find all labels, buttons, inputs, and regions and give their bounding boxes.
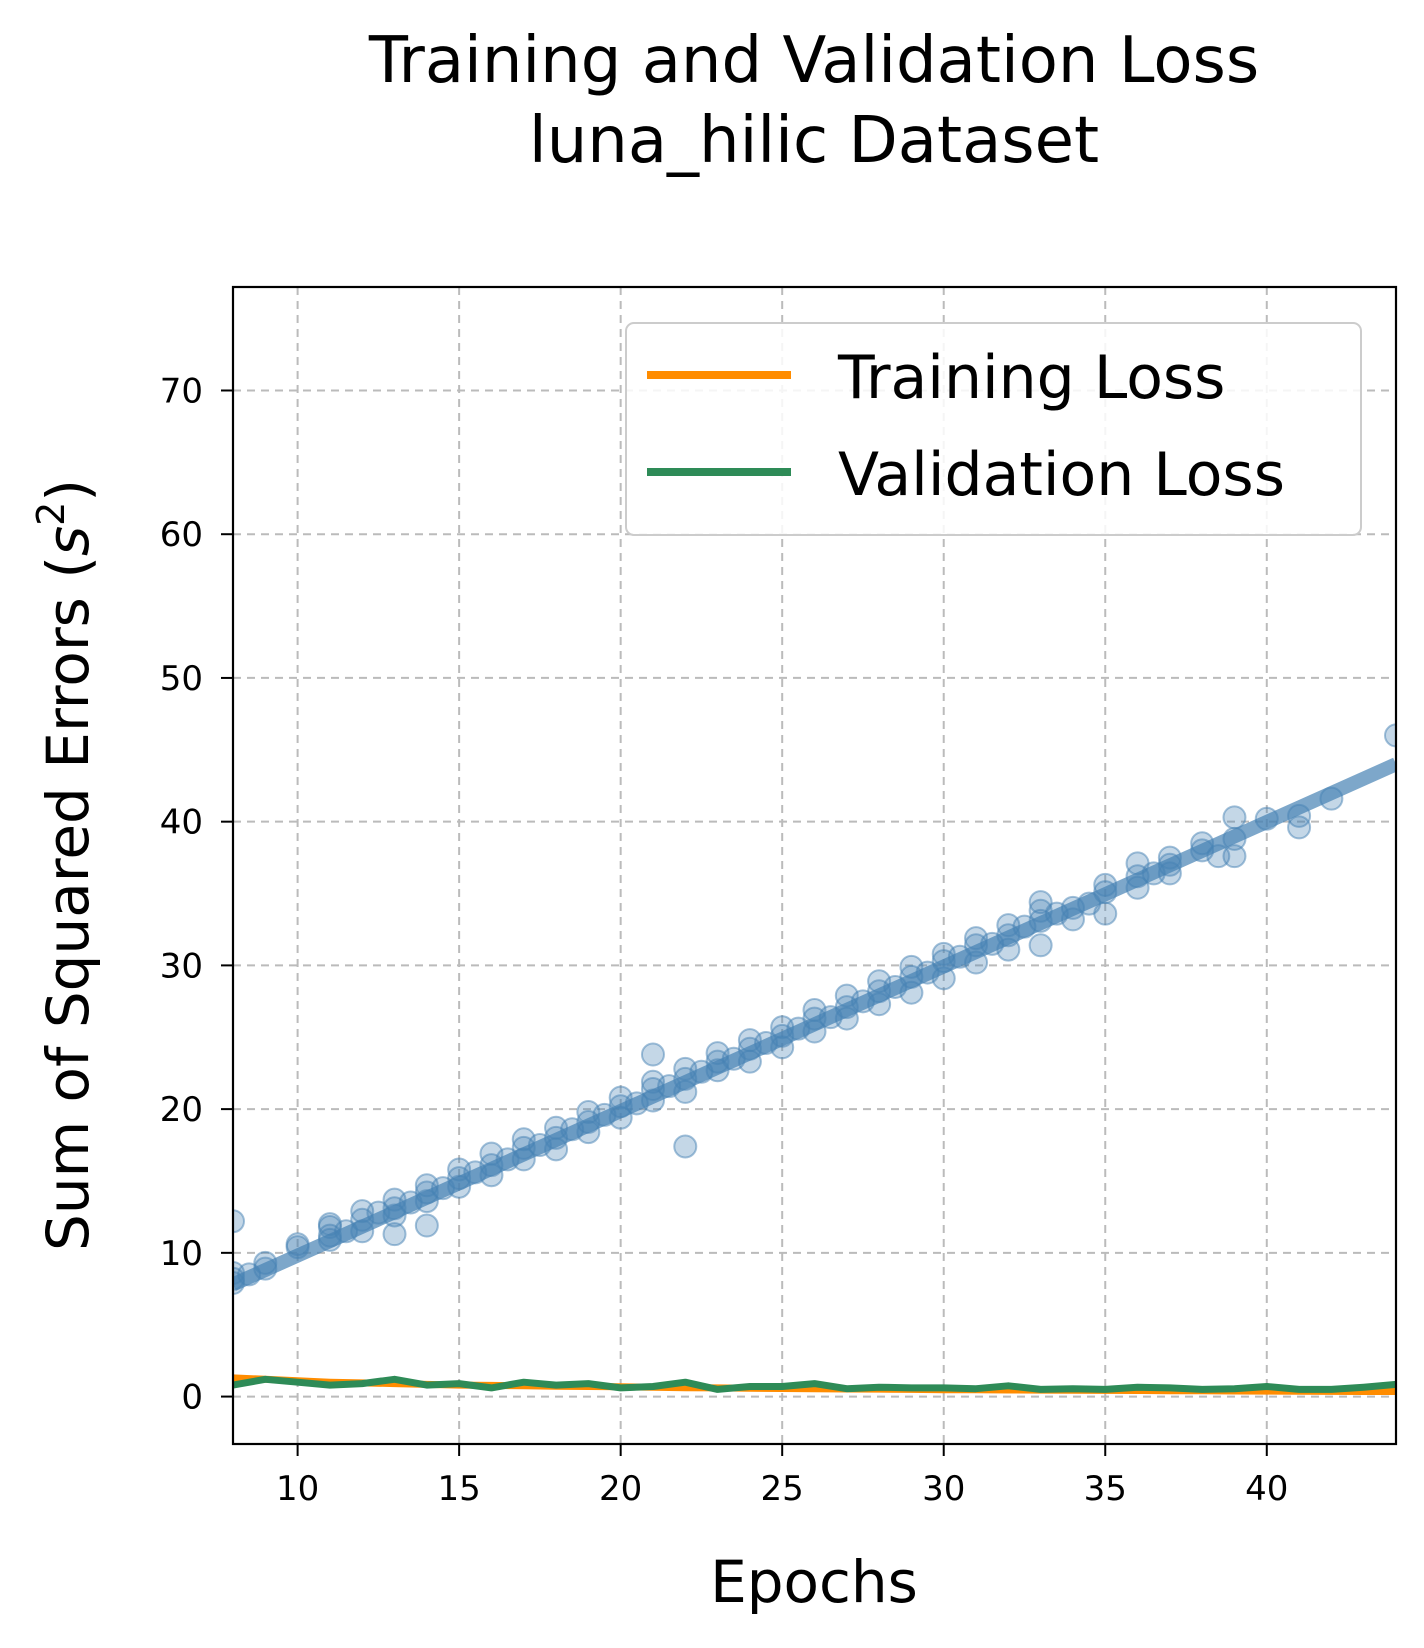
scatter-point [1287, 815, 1312, 840]
scatter-point [1028, 933, 1053, 958]
y-tick-label: 60 [160, 515, 203, 555]
chart-title: Training and Validation Loss [368, 24, 1259, 98]
legend: Training Loss Validation Loss [625, 322, 1362, 536]
y-axis-label-main: Sum of Squared Errors ( [34, 556, 102, 1251]
y-tick-label: 20 [160, 1090, 203, 1130]
x-tick-label: 10 [276, 1469, 319, 1509]
scatter-point [1093, 901, 1118, 926]
y-tick-label: 30 [160, 946, 203, 986]
plot-area [233, 723, 1396, 1395]
x-tick-label: 35 [1084, 1469, 1127, 1509]
scatter-point [640, 1042, 665, 1067]
y-axis-label-var: s [34, 526, 102, 556]
axis-ticks: 10 15 20 25 30 35 40 0 10 20 30 40 50 60 70 [160, 371, 1289, 1509]
y-axis-label-close: ) [34, 479, 102, 502]
scatter-point [1222, 805, 1247, 830]
chart-subtitle: luna_hilic Dataset [529, 104, 1099, 178]
y-tick-label: 40 [160, 803, 203, 843]
y-axis-label-sup: 2 [29, 502, 73, 526]
x-axis-label: Epochs [710, 1548, 918, 1616]
x-tick-label: 25 [761, 1469, 804, 1509]
y-tick-label: 10 [160, 1234, 203, 1274]
scatter-point [382, 1222, 407, 1247]
x-tick-label: 15 [438, 1469, 481, 1509]
y-tick-label: 0 [181, 1378, 203, 1418]
x-tick-label: 40 [1245, 1469, 1288, 1509]
y-tick-label: 70 [160, 371, 203, 411]
x-tick-label: 20 [599, 1469, 642, 1509]
scatter-point [1384, 723, 1396, 748]
y-tick-label: 50 [160, 659, 203, 699]
scatter-point [673, 1134, 698, 1159]
regression-line [233, 757, 1396, 1291]
x-tick-label: 30 [922, 1469, 965, 1509]
scatter-point [233, 1209, 245, 1234]
scatter-point [1028, 890, 1053, 915]
grid [233, 287, 1396, 1444]
legend-box [625, 322, 1362, 536]
legend-label-training: Training Loss [837, 343, 1225, 413]
plot-frame [231, 285, 1398, 1446]
validation-loss-line [233, 1375, 1396, 1393]
scatter-point [414, 1213, 439, 1238]
scatter-point [1222, 844, 1247, 869]
legend-label-validation: Validation Loss [838, 440, 1285, 510]
y-axis-label: Sum of Squared Errors (s2) [29, 479, 102, 1251]
